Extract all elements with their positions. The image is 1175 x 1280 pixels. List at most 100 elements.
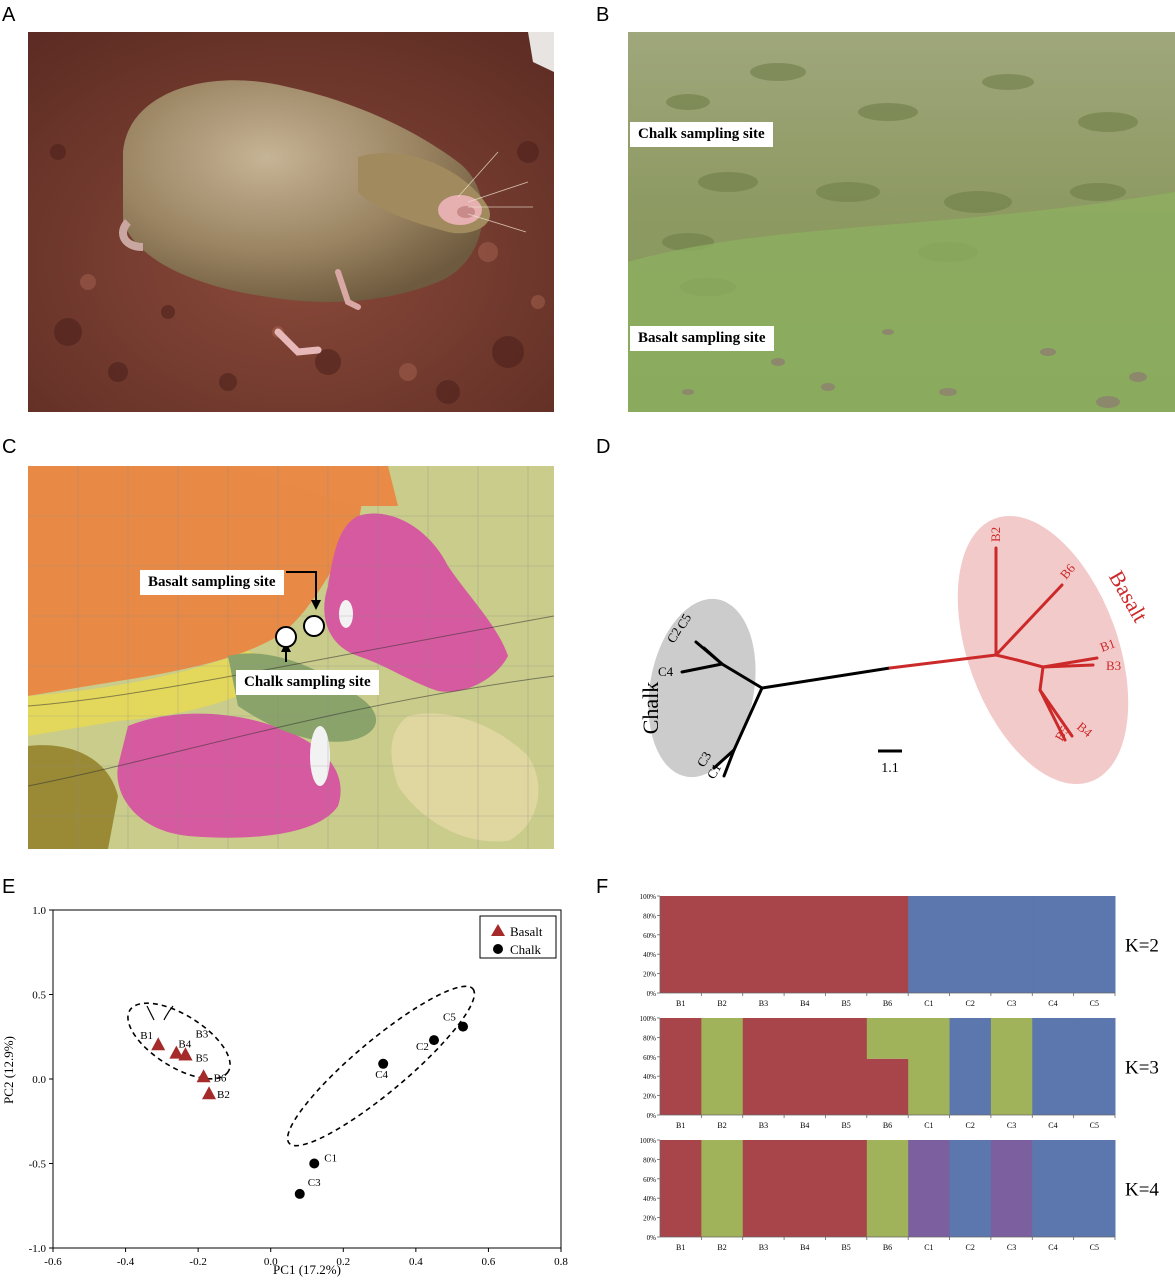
admix-y-tick-label: 100%	[640, 893, 657, 901]
basalt-point-b4	[169, 1045, 184, 1059]
admix-y-tick-label: 100%	[640, 1015, 657, 1023]
admix-y-tick-label: 0%	[647, 990, 657, 998]
pca-y-tick-label: 0.5	[32, 990, 46, 1002]
pca-point-label-c1: C1	[324, 1153, 337, 1165]
pca-point-label-b1: B1	[140, 1030, 153, 1042]
pca-y-tick-label: -1.0	[29, 1243, 47, 1255]
tip-label-b3: B3	[1106, 658, 1121, 673]
admix-y-tick-label: 60%	[643, 932, 656, 940]
admix-x-tick-label: C5	[1090, 1121, 1099, 1130]
scale-bar-label: 1.1	[881, 761, 899, 776]
chalk-point-c2	[429, 1035, 439, 1046]
admix-y-tick-label: 20%	[643, 1093, 656, 1101]
pca-point-label-b3: B3	[195, 1028, 208, 1040]
admix-y-tick-label: 80%	[643, 1034, 656, 1042]
pca-x-tick-label: 0.2	[336, 1256, 350, 1268]
admix-bar-b2	[701, 1018, 744, 1115]
pca-y-tick-label: 1.0	[32, 905, 46, 917]
pca-point-label-c4: C4	[375, 1069, 388, 1081]
map-basalt-site-label: Basalt sampling site	[140, 570, 284, 595]
admix-bar-c3	[990, 1018, 1033, 1115]
map-chalk-site-label: Chalk sampling site	[236, 670, 379, 695]
tip-label-c2: C2	[664, 625, 685, 646]
admix-bar-c4	[1032, 1018, 1075, 1115]
legend-chalk-label: Chalk	[510, 942, 542, 957]
admix-bar-b1	[660, 1140, 702, 1237]
admix-bar-b6	[866, 1018, 909, 1059]
admix-bar-c4	[1032, 896, 1075, 993]
pca-x-tick-label: 0.8	[554, 1256, 568, 1268]
tip-label-c5: C5	[674, 611, 695, 632]
pca-scatter-plot: -0.6 -0.4 -0.2 0.0 0.2 0.4 0.6 0.8 1.0 0.5 0.0 -0.5…	[1, 905, 568, 1277]
chalk-point-c5	[458, 1021, 469, 1032]
pca-x-tick-label: -0.2	[189, 1256, 206, 1268]
basalt-point-b5	[178, 1047, 193, 1061]
structure-admixture-plot: 100% 80% 60% 40% 20% 0% B1 B2 B3 B4 B5 B6 C1 C2 C3 C4 C5…	[640, 893, 1160, 1252]
admix-x-tick-label: C4	[1048, 1243, 1057, 1252]
pca-plot-frame	[52, 909, 562, 1249]
tip-label-c3: C3	[694, 749, 715, 770]
admix-x-tick-label: C2	[966, 1121, 975, 1130]
admix-bar-b4	[784, 896, 826, 993]
landscape-illustration	[628, 32, 1175, 412]
admix-x-tick-label: B5	[841, 999, 850, 1008]
basalt-point-b1	[151, 1037, 166, 1051]
admix-x-tick-label: C1	[924, 1121, 933, 1130]
admix-y-tick-label: 80%	[643, 912, 656, 920]
admix-bar-c1	[908, 1018, 951, 1115]
panel-letter-b: B	[596, 4, 610, 26]
pca-y-axis-label: PC2 (12.9%)	[1, 1036, 16, 1104]
admix-x-tick-label: C3	[1007, 1121, 1016, 1130]
admix-x-tick-label: B2	[717, 999, 726, 1008]
admixture-plot-k4: 100% 80% 60% 40% 20% 0% B1 B2 B3 B4 B5 B6 C1 C2 C3 C4 C5…	[640, 1137, 1160, 1252]
legend-chalk-marker	[493, 944, 503, 954]
admix-bar-c3	[990, 1140, 1033, 1237]
tip-label-c4: C4	[658, 664, 674, 679]
admix-bar-b1	[660, 1018, 702, 1115]
pca-point-label-c3: C3	[308, 1177, 321, 1189]
admix-k-label: K=3	[1125, 1058, 1159, 1079]
admix-x-tick-label: B6	[883, 999, 892, 1008]
pca-x-tick-label: -0.4	[117, 1256, 135, 1268]
pca-x-tick-label: 0.0	[264, 1256, 278, 1268]
admix-bar-b5	[825, 1140, 868, 1237]
basalt-branches	[888, 546, 1099, 742]
admix-x-tick-label: C3	[1007, 1243, 1016, 1252]
admix-bar-c2	[949, 1018, 992, 1115]
admix-y-tick-label: 40%	[643, 1073, 656, 1081]
admix-bar-b4	[784, 1018, 826, 1115]
basalt-site-marker	[303, 615, 325, 637]
mole-rat-photo	[28, 32, 554, 412]
admix-bar-c2	[949, 896, 992, 993]
admix-bar-b2	[701, 1140, 744, 1237]
tip-label-c1: C1	[704, 761, 725, 782]
admix-bar-b6	[866, 1140, 909, 1237]
phylogenetic-tree: Chalk Basalt C5 C2 C4 C3 C1 B2 B6 B1 B3 …	[638, 515, 1153, 785]
geological-map-illustration	[28, 466, 554, 849]
chalk-site-label: Chalk sampling site	[630, 122, 773, 147]
admix-x-tick-label: B4	[800, 1121, 809, 1130]
basalt-point-b6	[196, 1069, 211, 1083]
admix-bar-b3	[742, 1140, 785, 1237]
basalt-group-label: Basalt	[1104, 566, 1153, 626]
chalk-branches	[680, 640, 892, 778]
pca-point-label-c5: C5	[443, 1012, 456, 1024]
admix-bar-c1	[908, 896, 951, 993]
admix-y-tick-label: 20%	[643, 1215, 656, 1223]
admix-bar-b3	[742, 1018, 785, 1115]
admix-bar-b2	[701, 896, 744, 993]
legend-basalt-marker	[491, 924, 505, 936]
admix-x-tick-label: B5	[841, 1121, 850, 1130]
b3-pointer	[163, 1005, 174, 1021]
basalt-cluster-ellipse	[957, 515, 1129, 785]
admix-bar-c5	[1073, 896, 1116, 993]
chalk-point-c3	[294, 1188, 305, 1199]
panel-letter-d: D	[596, 436, 611, 458]
admix-x-tick-label: B1	[676, 999, 685, 1008]
admix-y-tick-label: 40%	[643, 951, 656, 959]
mole-rat-illustration	[28, 32, 554, 412]
legend-basalt-label: Basalt	[510, 924, 543, 939]
pca-legend-box	[479, 915, 557, 959]
admix-x-tick-label: C1	[924, 999, 933, 1008]
admix-bar-c5	[1073, 1018, 1116, 1115]
